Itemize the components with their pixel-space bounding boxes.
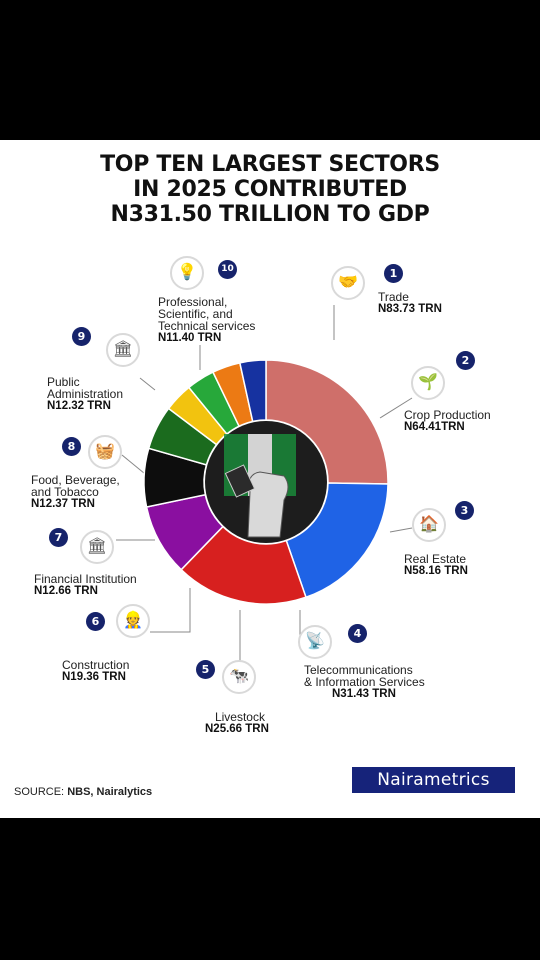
slice-value: N11.40 TRN xyxy=(158,332,222,344)
brand-logo: Nairametrics xyxy=(352,767,515,793)
leader-line xyxy=(379,397,413,419)
slice-value: N12.37 TRN xyxy=(31,498,95,510)
slice-name-line-1: Professional, xyxy=(158,295,228,309)
slice-name-line-2: Administration xyxy=(47,387,124,401)
rank-badge-2: 2 xyxy=(456,351,475,370)
label-construction: Construction N19.36 TRN xyxy=(62,659,129,683)
label-financial-institution: Financial Institution N12.66 TRN xyxy=(34,573,137,597)
chart-title: TOP TEN LARGEST SECTORS IN 2025 CONTRIBU… xyxy=(0,152,540,227)
slice-name: Trade xyxy=(378,290,409,304)
rank-badge-8: 8 xyxy=(62,437,81,456)
slice-name: Crop Production xyxy=(404,408,491,422)
antenna-icon: 📡 xyxy=(298,625,332,659)
slice-value: N12.32 TRN xyxy=(47,400,111,412)
center-flag-fist-image xyxy=(205,421,327,543)
title-line-2: IN 2025 CONTRIBUTED xyxy=(133,177,407,202)
donut-slice-professional-scientific-and-technical-services xyxy=(238,359,267,423)
rank-badge-4: 4 xyxy=(348,624,367,643)
slice-name: Livestock xyxy=(214,710,265,724)
donut-chart xyxy=(116,305,413,664)
label-professional-services: Professional, Scientific, and Technical … xyxy=(158,296,255,344)
rank-badge-7: 7 xyxy=(49,528,68,547)
rank-badge-3: 3 xyxy=(455,501,474,520)
slice-name-line-1: Public xyxy=(47,375,80,389)
title-line-1: TOP TEN LARGEST SECTORS xyxy=(100,152,440,177)
slice-name-line-3: Technical services xyxy=(158,319,256,333)
slice-value: N12.66 TRN xyxy=(34,585,98,597)
label-telecommunications: Telecommunications & Information Service… xyxy=(304,664,425,700)
slice-name: Financial Institution xyxy=(34,572,137,586)
rank-badge-1: 1 xyxy=(384,264,403,283)
bank-icon: 🏛 xyxy=(80,530,114,564)
donut-slice-crop-production xyxy=(285,482,389,599)
label-trade: Trade N83.73 TRN xyxy=(378,291,442,315)
donut-slice-trade xyxy=(265,359,389,485)
slice-name-line-1: Telecommunications xyxy=(304,663,413,677)
house-icon: 🏠 xyxy=(412,508,446,542)
builder-icon: 👷 xyxy=(116,604,150,638)
infographic-card xyxy=(0,140,540,818)
slice-value: N31.43 TRN xyxy=(332,688,396,700)
plant-hand-icon: 🌱 xyxy=(411,366,445,400)
rank-badge-10: 10 xyxy=(218,260,237,279)
slice-name-line-2: & Information Services xyxy=(304,675,425,689)
leader-line xyxy=(139,377,156,391)
slice-value: N83.73 TRN xyxy=(378,303,442,315)
handshake-globe-icon: 🤝 xyxy=(331,266,365,300)
source-text: NBS, Nairalytics xyxy=(67,786,153,798)
slice-value: N19.36 TRN xyxy=(62,671,126,683)
source-prefix: SOURCE: xyxy=(14,786,65,798)
slice-name-line-2: and Tobacco xyxy=(31,485,99,499)
rank-badge-5: 5 xyxy=(196,660,215,679)
slice-value: N25.66 TRN xyxy=(205,723,269,735)
slice-name: Real Estate xyxy=(404,552,467,566)
label-real-estate: Real Estate N58.16 TRN xyxy=(404,553,468,577)
slice-value: N58.16 TRN xyxy=(404,565,468,577)
slice-name-line-2: Scientific, and xyxy=(158,307,233,321)
food-basket-icon: 🧺 xyxy=(88,435,122,469)
label-food-beverage-tobacco: Food, Beverage, and Tobacco N12.37 TRN xyxy=(31,474,120,510)
cow-icon: 🐄 xyxy=(222,660,256,694)
rank-badge-9: 9 xyxy=(72,327,91,346)
slice-name: Construction xyxy=(62,658,130,672)
label-public-administration: Public Administration N12.32 TRN xyxy=(47,376,123,412)
slice-value: N64.41TRN xyxy=(404,421,465,433)
lightbulb-atom-icon: 💡 xyxy=(170,256,204,290)
slice-name-line-1: Food, Beverage, xyxy=(31,473,120,487)
leader-line xyxy=(389,527,413,533)
leader-line xyxy=(150,588,191,633)
government-building-icon: 🏛 xyxy=(106,333,140,367)
rank-badge-6: 6 xyxy=(86,612,105,631)
label-crop-production: Crop Production N64.41TRN xyxy=(404,409,491,433)
label-livestock: Livestock N25.66 TRN xyxy=(205,711,269,735)
source-note: SOURCE: NBS, Nairalytics xyxy=(14,786,152,798)
title-line-3: N331.50 TRILLION TO GDP xyxy=(110,202,430,227)
